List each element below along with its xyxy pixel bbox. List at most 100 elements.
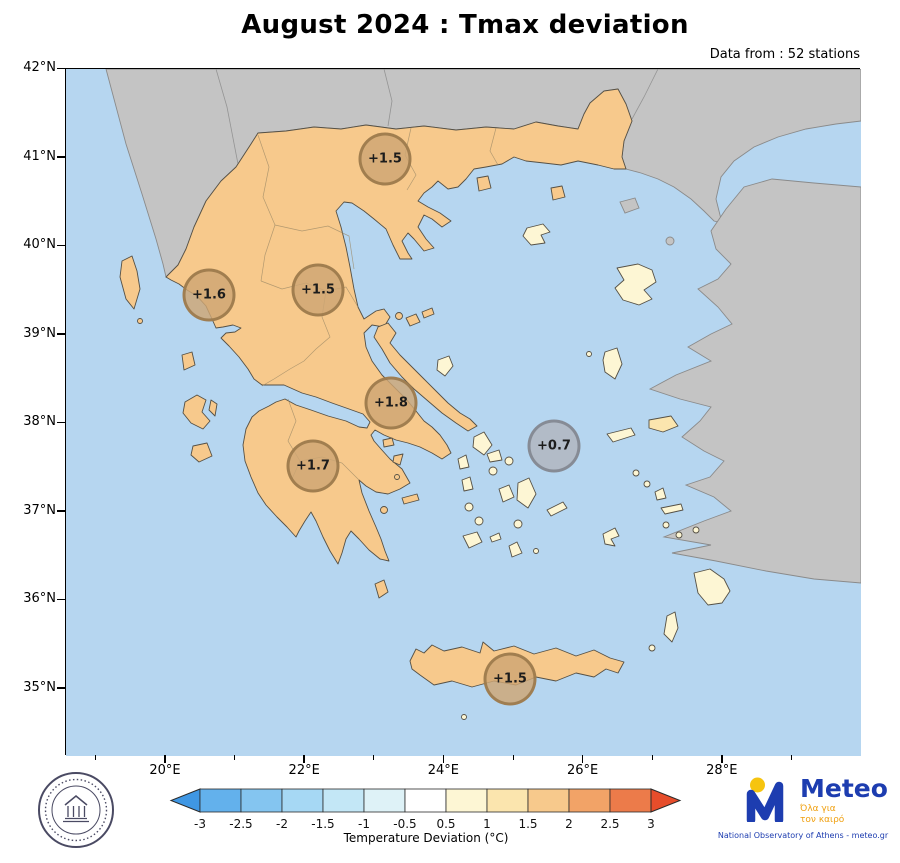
island-kos [660,503,684,515]
island-alonnisos [421,307,435,319]
lat-tick-mark [57,244,65,247]
colorbar-tick-label: -1 [358,817,370,831]
border-bulgaria-turkey [631,69,659,120]
station-marker: +0.7 [527,419,581,473]
island-sifnos [474,516,484,526]
island-ithaca [208,399,218,417]
lon-tick-mark [721,755,723,763]
noa-stamp-icon [38,772,114,848]
island-skopelos [405,313,421,327]
colorbar-tick-label: 0.5 [436,817,455,831]
island-leros [643,480,651,488]
island-poros [394,474,400,480]
colorbar-tick-label: -2.5 [229,817,252,831]
lat-tick-mark [57,598,65,601]
border-albania-nmacedonia [215,69,239,165]
lat-tick-mark [57,510,65,512]
colorbar-segment [199,788,242,813]
lat-tick-label: 35°N [23,679,56,695]
island-zakynthos [190,442,213,463]
lon-minor-tick-mark [790,755,792,760]
island-lesbos [614,263,657,306]
colorbar-segment [527,788,570,813]
lat-tick-mark [57,156,65,158]
lon-tick-label: 22°E [288,763,320,778]
island-euboea [373,322,478,432]
station-marker: +1.5 [291,263,345,317]
island-folegandros [489,532,502,543]
island-cephalonia [182,394,211,430]
island-corfu [119,255,141,310]
colorbar-segment [609,788,652,813]
station-marker: +1.6 [182,268,236,322]
lat-tick-mark [57,67,65,69]
island-hydra [401,493,420,505]
island-anafi [533,548,539,554]
colorbar-segment [486,788,529,813]
island-paxoi [137,318,143,324]
colorbar-left-arrow-icon [169,788,201,813]
island-serifos [464,502,474,512]
island-andros [472,431,493,456]
greece-land-group [119,88,731,720]
island-kythnos [461,476,474,492]
lat-tick-label: 36°N [23,591,56,607]
island-santorini [508,541,523,558]
station-count-note: Data from : 52 stations [709,47,860,62]
land-anatolia [648,178,861,584]
lat-tick-label: 40°N [23,237,56,253]
island-samothrace [550,185,566,201]
colorbar-segment [281,788,324,813]
colorbar-tick-label: -0.5 [393,817,416,831]
station-marker: +1.5 [358,132,412,186]
island-mykonos [504,456,514,466]
station-marker: +1.8 [364,376,418,430]
island-skyros [436,355,454,377]
page-title: August 2024 : Tmax deviation [241,10,689,40]
colorbar-tick-label: 2 [565,817,573,831]
island-ikaria [606,427,636,443]
island-imbros [619,197,640,214]
colorbar-segment [240,788,283,813]
colorbar-segment [445,788,488,813]
island-karpathos [663,611,679,643]
meteo-name: Meteo [800,774,888,803]
island-psara [586,351,592,357]
station-marker: +1.7 [286,439,340,493]
island-nisyros [662,521,670,529]
meteo-logo: Meteo Όλα για τον καιρό [744,776,888,826]
island-tilos [675,531,683,539]
island-symi [692,526,700,534]
lat-tick-label: 38°N [23,414,56,430]
lon-tick-label: 26°E [566,763,599,778]
lon-tick-mark [164,755,166,763]
lon-tick-mark [581,755,584,763]
island-astypalaia [602,527,620,547]
island-limnos [522,223,551,246]
island-kalymnos [654,487,667,501]
noa-stamp-logo [36,770,116,850]
lon-minor-tick-mark [234,755,236,760]
island-bozcaada [665,236,675,246]
island-skiathos [395,312,403,320]
lat-tick-label: 42°N [23,60,56,75]
island-kea [457,454,470,470]
colorbar-tick-label: 3 [647,817,655,831]
island-thasos [476,175,492,192]
colorbar-tick-label: -1.5 [311,817,334,831]
lon-minor-tick-mark [512,755,514,760]
lat-tick-label: 37°N [23,502,56,518]
lon-tick-label: 28°E [706,763,738,778]
colorbar-tick-label: 1 [483,817,491,831]
lat-tick-label: 39°N [23,325,56,341]
greece-map-svg [66,69,861,756]
island-kasos [648,644,656,652]
island-paros [498,484,515,503]
island-samos [648,415,679,433]
lat-tick-mark [57,421,65,424]
meteo-tagline: Όλα για τον καιρό [800,804,845,825]
island-gavdos [461,714,467,720]
lat-tick-mark [57,687,65,689]
colorbar-svg: -3 -2.5 -2 -1.5 -1 -0.5 0.5 1 1.5 2 2.5 3 [169,788,682,831]
